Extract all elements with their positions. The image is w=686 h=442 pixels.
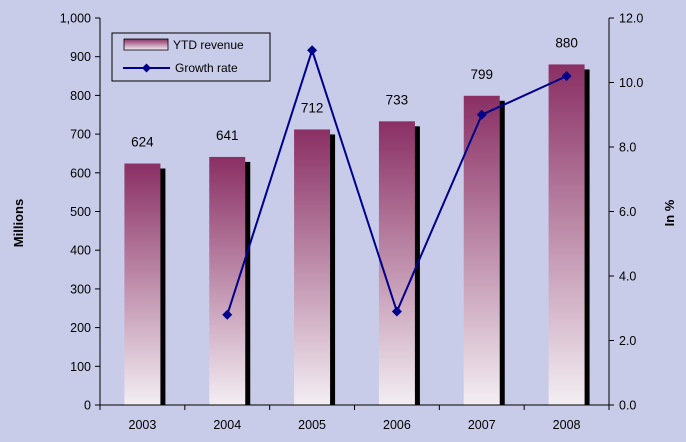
y-tick-label: 400: [70, 244, 91, 258]
legend-label-revenue: YTD revenue: [173, 38, 244, 52]
y2-tick-label: 0.0: [619, 399, 636, 413]
y-tick-label: 600: [70, 166, 91, 180]
growth-rate-marker: [476, 109, 487, 120]
legend-label-growth: Growth rate: [175, 61, 238, 75]
growth-rate-marker: [307, 45, 318, 56]
y-tick-label: 300: [70, 282, 91, 296]
bar-data-label: 624: [131, 135, 154, 150]
y-tick-label: 100: [70, 360, 91, 374]
bar: [294, 129, 331, 405]
y2-tick-label: 2.0: [619, 334, 636, 348]
y2-axis-title: In %: [662, 199, 677, 226]
bar-data-label: 733: [386, 92, 409, 107]
legend-marker: [142, 63, 151, 73]
legend: YTD revenue Growth rate: [111, 32, 271, 82]
bar-data-label: 712: [301, 100, 324, 115]
y2-tick-label: 12.0: [619, 12, 643, 26]
legend-swatch-bar: [123, 38, 169, 51]
bar: [548, 64, 585, 405]
y-tick-label: 900: [70, 50, 91, 64]
x-tick-label: 2003: [129, 418, 157, 432]
bar-data-label: 799: [470, 67, 493, 82]
bar: [209, 156, 246, 405]
y-tick-label: 0: [84, 399, 91, 413]
y2-tick-label: 4.0: [619, 270, 636, 284]
x-tick-label: 2004: [213, 418, 241, 432]
bar-data-label: 880: [555, 35, 578, 50]
bar: [463, 95, 500, 406]
y2-tick-label: 8.0: [619, 141, 636, 155]
y-tick-label: 500: [70, 205, 91, 219]
legend-box: [111, 32, 271, 82]
y-tick-label: 700: [70, 128, 91, 142]
y-tick-label: 1,000: [60, 12, 91, 26]
y-tick-label: 800: [70, 89, 91, 103]
x-tick-label: 2008: [553, 418, 581, 432]
growth-rate-marker: [561, 71, 572, 82]
y-tick-label: 200: [70, 321, 91, 335]
growth-rate-marker: [391, 306, 402, 317]
bar-data-label: 641: [216, 128, 239, 143]
x-tick-label: 2005: [298, 418, 326, 432]
y-axis-title: Millions: [11, 199, 26, 247]
bar: [378, 121, 415, 405]
x-tick-label: 2006: [383, 418, 411, 432]
x-tick-label: 2007: [468, 418, 496, 432]
bar: [124, 163, 161, 405]
growth-rate-marker: [222, 309, 233, 320]
y2-tick-label: 10.0: [619, 76, 643, 90]
y2-tick-label: 6.0: [619, 205, 636, 219]
